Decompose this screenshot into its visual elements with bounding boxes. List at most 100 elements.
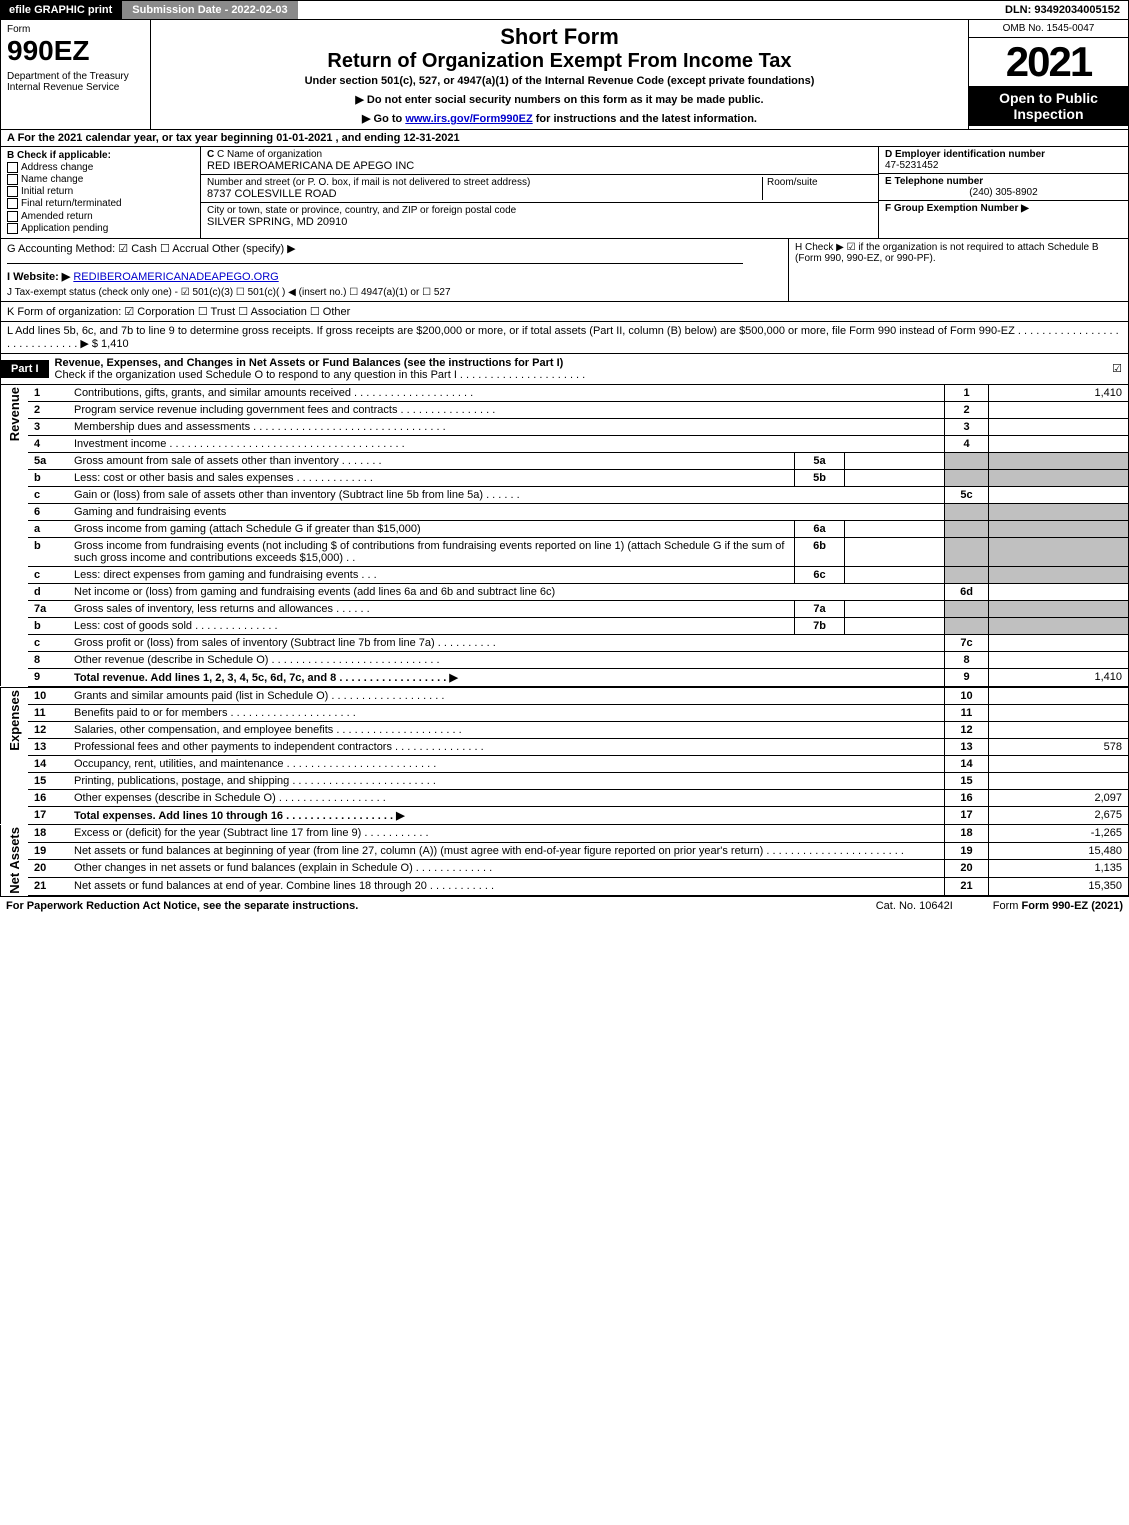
line-number: 8 [28, 651, 68, 668]
line-description: Professional fees and other payments to … [68, 738, 945, 755]
name-label: C Name of organization [217, 149, 322, 160]
table-row: 13Professional fees and other payments t… [1, 738, 1129, 755]
ein-row: D Employer identification number 47-5231… [879, 147, 1128, 174]
subtitle: Under section 501(c), 527, or 4947(a)(1)… [157, 75, 962, 87]
line-col: 1 [945, 385, 989, 402]
side-label: Expenses [7, 690, 22, 751]
part-1-sub: Check if the organization used Schedule … [55, 369, 586, 381]
line-col: 12 [945, 721, 989, 738]
top-bar: efile GRAPHIC print Submission Date - 20… [0, 0, 1129, 20]
net-assets-table: Net Assets18Excess or (deficit) for the … [0, 825, 1129, 896]
b-opt-4[interactable]: Amended return [7, 211, 194, 222]
irs-link[interactable]: www.irs.gov/Form990EZ [405, 113, 532, 125]
line-value [989, 435, 1129, 452]
b-opt-2[interactable]: Initial return [7, 186, 194, 197]
line-col: 11 [945, 704, 989, 721]
sub-line-value [845, 469, 945, 486]
line-value [989, 600, 1129, 617]
line-value [989, 772, 1129, 789]
table-row: cLess: direct expenses from gaming and f… [1, 566, 1129, 583]
checkbox-icon [7, 162, 18, 173]
b-opt-1-label: Name change [21, 174, 83, 185]
city-value: SILVER SPRING, MD 20910 [207, 216, 872, 228]
omb-number: OMB No. 1545-0047 [969, 20, 1128, 38]
line-value [989, 486, 1129, 503]
table-row: 21Net assets or fund balances at end of … [1, 878, 1129, 896]
table-row: 12Salaries, other compensation, and empl… [1, 721, 1129, 738]
line-number: a [28, 520, 68, 537]
form-label: Form [7, 24, 144, 35]
line-number: 2 [28, 401, 68, 418]
line-col [945, 600, 989, 617]
line-h: H Check ▶ ☑ if the organization is not r… [788, 239, 1128, 301]
line-number: b [28, 537, 68, 566]
sub-line-value [845, 537, 945, 566]
line-col: 20 [945, 860, 989, 878]
section-def: D Employer identification number 47-5231… [878, 147, 1128, 238]
line-value [989, 583, 1129, 600]
table-row: Expenses10Grants and similar amounts pai… [1, 687, 1129, 704]
b-opt-5[interactable]: Application pending [7, 223, 194, 234]
line-number: b [28, 617, 68, 634]
line-number: 11 [28, 704, 68, 721]
line-description: Gross income from fundraising events (no… [68, 537, 795, 566]
sub-line-value [845, 566, 945, 583]
checkbox-icon [7, 174, 18, 185]
line-number: 6 [28, 503, 68, 520]
goto-post: for instructions and the latest informat… [533, 113, 757, 125]
line-value [989, 520, 1129, 537]
b-opt-3[interactable]: Final return/terminated [7, 198, 194, 209]
line-number: 14 [28, 755, 68, 772]
title-1: Short Form [157, 24, 962, 50]
table-row: 11Benefits paid to or for members . . . … [1, 704, 1129, 721]
line-value [989, 687, 1129, 704]
line-value: -1,265 [989, 825, 1129, 842]
b-opt-1[interactable]: Name change [7, 174, 194, 185]
line-number: b [28, 469, 68, 486]
website-link[interactable]: REDIBEROAMERICANADEAPEGO.ORG [73, 271, 278, 283]
line-description: Other changes in net assets or fund bala… [68, 860, 945, 878]
section-c: C C Name of organization RED IBEROAMERIC… [201, 147, 878, 238]
line-description: Benefits paid to or for members . . . . … [68, 704, 945, 721]
b-label: B Check if applicable: [7, 150, 194, 161]
line-col: 16 [945, 789, 989, 806]
ein-value: 47-5231452 [885, 160, 1122, 171]
dept-label: Department of the Treasury Internal Reve… [7, 71, 144, 93]
checkbox-icon [7, 186, 18, 197]
b-opt-0[interactable]: Address change [7, 162, 194, 173]
line-value [989, 401, 1129, 418]
tel-row: E Telephone number (240) 305-8902 [879, 174, 1128, 201]
goto-pre: ▶ Go to [362, 113, 405, 125]
line-description: Gross sales of inventory, less returns a… [68, 600, 795, 617]
line-number: 12 [28, 721, 68, 738]
part-1-checkbox[interactable]: ☑ [1106, 359, 1128, 378]
line-description: Less: cost of goods sold . . . . . . . .… [68, 617, 795, 634]
line-description: Investment income . . . . . . . . . . . … [68, 435, 945, 452]
table-row: 6Gaming and fundraising events [1, 503, 1129, 520]
line-description: Printing, publications, postage, and shi… [68, 772, 945, 789]
line-description: Membership dues and assessments . . . . … [68, 418, 945, 435]
footer-left: For Paperwork Reduction Act Notice, see … [6, 900, 358, 912]
line-col [945, 520, 989, 537]
line-col [945, 537, 989, 566]
line-col: 21 [945, 878, 989, 896]
footer: For Paperwork Reduction Act Notice, see … [0, 896, 1129, 915]
line-value: 1,410 [989, 668, 1129, 686]
open-to-public: Open to Public Inspection [969, 86, 1128, 126]
line-number: c [28, 486, 68, 503]
side-label: Net Assets [7, 827, 22, 894]
tel-value: (240) 305-8902 [885, 187, 1122, 198]
line-number: 7a [28, 600, 68, 617]
line-description: Salaries, other compensation, and employ… [68, 721, 945, 738]
b-opt-0-label: Address change [21, 162, 93, 173]
line-value [989, 469, 1129, 486]
line-col: 5c [945, 486, 989, 503]
line-value [989, 617, 1129, 634]
part-1-label: Part I [1, 360, 49, 378]
line-col: 14 [945, 755, 989, 772]
line-description: Occupancy, rent, utilities, and maintena… [68, 755, 945, 772]
line-number: 9 [28, 668, 68, 686]
line-value: 2,675 [989, 806, 1129, 824]
line-col: 10 [945, 687, 989, 704]
line-col [945, 503, 989, 520]
